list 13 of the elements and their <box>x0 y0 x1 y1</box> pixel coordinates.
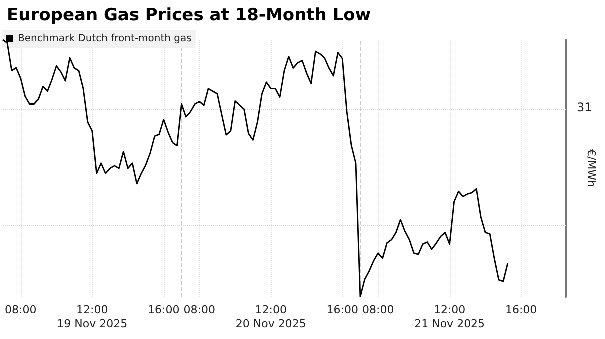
chart-title: European Gas Prices at 18-Month Low <box>7 6 372 26</box>
x-tick-label: 12:00 19 Nov 2025 <box>57 304 128 330</box>
x-tick-label: 08:00 <box>184 304 216 316</box>
text: 31 <box>577 100 592 115</box>
legend-label: Benchmark Dutch front-month gas <box>18 34 192 44</box>
x-tick-label: 08:00 <box>5 304 37 316</box>
y-axis-title: €/MWh <box>585 149 598 188</box>
x-tick-label: 16:00 <box>326 304 358 316</box>
x-tick-label: 12:00 20 Nov 2025 <box>236 304 306 330</box>
x-tick-label: 08:00 <box>362 304 394 316</box>
x-tick-label: 16:00 <box>505 304 538 316</box>
x-tick-label: 16:00 <box>148 304 180 316</box>
x-tick-label: 12:00 21 Nov 2025 <box>414 304 486 330</box>
